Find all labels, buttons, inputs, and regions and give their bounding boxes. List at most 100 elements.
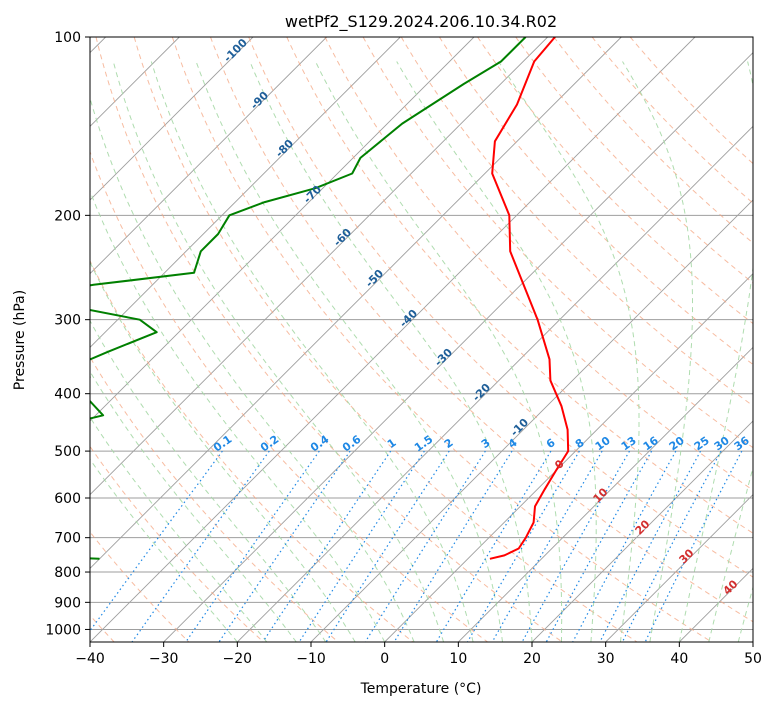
x-tick-label: −20 xyxy=(223,651,253,667)
moist-adiabat-line xyxy=(622,61,693,642)
dry-adiabat-label: -40 xyxy=(397,307,420,330)
x-tick-label: −40 xyxy=(75,651,105,667)
dry-adiabat-label: -100 xyxy=(221,36,250,65)
dry-adiabat-line xyxy=(90,445,264,642)
mixing-ratio-line xyxy=(545,450,653,642)
moist-adiabat-label: 0 xyxy=(552,457,567,472)
dry-adiabat-line xyxy=(629,37,753,165)
dry-adiabat-label: -90 xyxy=(248,89,271,112)
dry-adiabat-line xyxy=(90,356,339,642)
isotherm-line xyxy=(90,37,327,275)
mixing-ratio-line xyxy=(185,450,320,642)
y-tick-label: 1000 xyxy=(45,622,81,638)
plot-frame xyxy=(89,36,754,643)
moist-adiabat-line xyxy=(737,585,753,642)
mixing-ratio-line xyxy=(325,450,450,642)
y-tick-label: 600 xyxy=(54,491,81,507)
moist-adiabat-line xyxy=(396,61,597,642)
isotherm-line xyxy=(605,494,753,642)
y-tick-label: 200 xyxy=(54,208,81,224)
dry-adiabat-line xyxy=(171,37,712,642)
moist-adiabat-line xyxy=(90,370,297,642)
dry-adiabat-label: -60 xyxy=(331,226,354,249)
x-axis-ticks: −40 −30 −20 −10 0 10 20 30 40 50 xyxy=(75,642,762,667)
x-tick-label: 10 xyxy=(449,651,467,667)
moist-adiabat-line xyxy=(150,61,474,642)
dry-adiabat-line xyxy=(438,37,753,366)
dry-adiabat-label: -80 xyxy=(273,137,296,160)
moist-adiabat-line xyxy=(498,61,640,642)
x-tick-label: 40 xyxy=(670,651,688,667)
mixing-ratio-label: 25 xyxy=(692,434,712,453)
y-tick-label: 100 xyxy=(54,30,81,46)
dry-adiabat-line xyxy=(210,37,753,623)
x-tick-label: 0 xyxy=(380,651,389,667)
moist-adiabat-line xyxy=(90,458,238,642)
y-axis-ticks: 100 200 300 400 500 600 700 800 900 1000 xyxy=(45,30,90,638)
mixing-ratio-label: 20 xyxy=(667,434,687,454)
moist-adiabat-line xyxy=(315,61,563,642)
mixing-ratio-line xyxy=(466,450,580,642)
isotherm-line xyxy=(90,37,696,642)
isotherm-line xyxy=(531,420,753,642)
moist-adiabat-line xyxy=(708,465,753,642)
y-tick-label: 700 xyxy=(54,531,81,547)
y-tick-label: 900 xyxy=(54,595,81,611)
moist-adiabat-label: 10 xyxy=(591,485,611,505)
dry-adiabat-line xyxy=(90,150,488,642)
y-tick-label: 800 xyxy=(54,565,81,581)
mixing-ratio-label: 10 xyxy=(593,434,613,454)
dry-adiabat-line xyxy=(400,37,753,407)
moist-adiabat-label: 30 xyxy=(677,546,697,566)
dry-adiabat-line xyxy=(515,37,753,284)
isotherm-line xyxy=(90,37,401,348)
mixing-ratio-line xyxy=(262,450,392,642)
isotherm-line xyxy=(90,37,548,496)
mixing-ratio-line xyxy=(521,450,631,642)
y-axis-label: Pressure (hPa) xyxy=(12,290,28,390)
mixing-ratio-label: 16 xyxy=(641,434,661,454)
moist-adiabat-label: 20 xyxy=(633,517,653,537)
dry-adiabat-line xyxy=(95,37,563,642)
temperature-profile xyxy=(489,37,570,560)
isotherm-line xyxy=(90,37,622,569)
dry-adiabat-line xyxy=(90,531,190,642)
mixing-ratio-line xyxy=(298,450,425,642)
x-axis-label: Temperature (°C) xyxy=(360,681,482,697)
mixing-ratio-line xyxy=(599,450,702,642)
dry-adiabat-label: -20 xyxy=(470,381,493,404)
mixing-ratio-label: 36 xyxy=(732,434,752,454)
plot-area-grid xyxy=(90,37,753,642)
mixing-ratio-label: 13 xyxy=(619,434,639,453)
mixing-ratio-label: 1 xyxy=(385,436,399,451)
moist-adiabat-line xyxy=(90,260,356,642)
x-tick-label: −10 xyxy=(296,651,326,667)
chart-title: wetPf2_S129.2024.206.10.34.R02 xyxy=(285,12,557,32)
plot-area-data xyxy=(90,37,570,560)
mixing-ratio-line xyxy=(90,450,223,632)
x-tick-label: 20 xyxy=(523,651,541,667)
moist-adiabat-line xyxy=(90,96,415,642)
y-tick-label: 400 xyxy=(54,387,81,403)
y-tick-label: 500 xyxy=(54,444,81,460)
mixing-ratio-line xyxy=(621,450,722,642)
mixing-ratio-line xyxy=(435,450,552,642)
x-tick-label: −30 xyxy=(149,651,179,667)
mixing-ratio-line xyxy=(572,450,677,642)
isotherm-line xyxy=(90,37,254,201)
y-tick-label: 300 xyxy=(54,313,81,329)
moist-adiabat-line xyxy=(90,189,386,642)
dry-adiabat-label: -50 xyxy=(363,267,386,290)
isotherm-line xyxy=(679,567,753,642)
dry-adiabat-line xyxy=(477,37,753,325)
mixing-ratio-line xyxy=(364,450,486,642)
x-tick-label: 30 xyxy=(597,651,615,667)
isotherm-line xyxy=(458,346,753,642)
mixing-ratio-line xyxy=(491,450,603,642)
mixing-ratio-line xyxy=(131,450,270,642)
mixing-ratio-line xyxy=(393,450,513,642)
isotherm-line xyxy=(163,52,753,642)
isotherm-line xyxy=(90,37,475,422)
mixing-ratio-label: 30 xyxy=(712,434,732,454)
